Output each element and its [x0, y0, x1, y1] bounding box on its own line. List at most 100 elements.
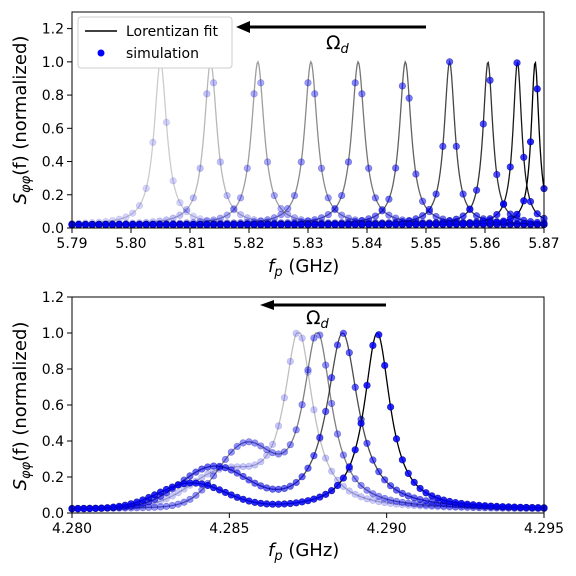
- series-1: [68, 329, 548, 513]
- simulation-point: [317, 221, 326, 229]
- lorentzian-fit-line: [71, 332, 545, 510]
- simulation-point: [333, 341, 342, 349]
- simulation-point: [410, 494, 418, 502]
- simulation-point: [310, 406, 318, 414]
- simulation-point: [168, 483, 176, 491]
- simulation-point: [338, 211, 346, 219]
- simulation-point: [269, 449, 277, 457]
- simulation-point: [257, 79, 265, 87]
- simulation-point: [520, 153, 528, 161]
- y-tick-label: 0.0: [42, 506, 64, 522]
- simulation-point: [169, 221, 177, 229]
- simulation-point: [446, 220, 454, 228]
- simulation-point: [251, 479, 259, 487]
- legend-dot-swatch: [97, 49, 105, 57]
- simulation-point: [439, 142, 447, 150]
- simulation-point: [274, 450, 283, 458]
- simulation-point: [387, 496, 395, 504]
- simulation-point: [88, 221, 96, 229]
- simulation-point: [311, 221, 319, 229]
- simulation-point: [292, 426, 300, 434]
- bottom-x-ticks: 4.280 4.285 4.290 4.295: [52, 513, 564, 537]
- simulation-point: [169, 177, 177, 185]
- simulation-point: [129, 221, 137, 229]
- series-10: [68, 60, 548, 229]
- simulation-point: [452, 142, 460, 150]
- simulation-point: [263, 445, 271, 454]
- y-tick-label: 0.4: [42, 155, 64, 171]
- simulation-point: [176, 221, 184, 229]
- y-tick-label: 0.8: [42, 362, 64, 378]
- simulation-point: [263, 484, 271, 492]
- simulation-point: [371, 212, 380, 220]
- simulation-point: [533, 210, 541, 218]
- simulation-point: [236, 211, 245, 219]
- simulation-point: [479, 120, 487, 128]
- simulation-point: [328, 487, 336, 495]
- y-tick-label: 0.6: [42, 398, 64, 414]
- x-tick-label: 4.290: [367, 521, 407, 537]
- simulation-point: [298, 498, 306, 506]
- top-legend: Lorentizan fit simulation: [77, 16, 233, 69]
- y-tick-label: 1.0: [42, 326, 64, 342]
- simulation-point: [416, 484, 424, 493]
- simulation-point: [398, 456, 407, 464]
- simulation-point: [351, 383, 359, 391]
- simulation-point: [419, 212, 427, 220]
- simulation-point: [304, 221, 312, 229]
- simulation-point: [345, 463, 353, 471]
- simulation-point: [506, 215, 514, 223]
- simulation-point: [176, 211, 184, 219]
- simulation-point: [298, 401, 306, 409]
- simulation-point: [410, 478, 418, 486]
- simulation-point: [392, 220, 400, 229]
- series-4: [68, 331, 548, 513]
- simulation-point: [357, 493, 365, 501]
- simulation-point: [351, 79, 359, 87]
- simulation-point: [369, 496, 377, 504]
- simulation-point: [257, 482, 265, 490]
- simulation-point: [257, 499, 265, 507]
- simulation-point: [333, 430, 342, 438]
- simulation-point: [328, 374, 336, 382]
- simulation-point: [328, 399, 336, 408]
- simulation-point: [210, 79, 218, 87]
- simulation-point: [204, 470, 212, 478]
- simulation-point: [344, 158, 353, 166]
- simulation-point: [322, 490, 330, 498]
- simulation-point: [257, 458, 265, 466]
- simulation-point: [493, 210, 501, 219]
- simulation-point: [162, 221, 170, 229]
- simulation-point: [486, 76, 494, 84]
- simulation-point: [331, 220, 339, 229]
- x-tick-label: 5.80: [115, 236, 146, 252]
- simulation-point: [339, 451, 348, 459]
- simulation-point: [91, 504, 100, 513]
- simulation-point: [121, 501, 129, 509]
- simulation-point: [122, 213, 130, 221]
- simulation-point: [239, 463, 247, 471]
- simulation-point: [513, 210, 521, 218]
- simulation-point: [345, 349, 353, 357]
- simulation-point: [304, 366, 312, 374]
- simulation-point: [451, 498, 460, 507]
- simulation-point: [472, 212, 481, 220]
- simulation-point: [233, 469, 241, 477]
- y-tick-label: 0.6: [42, 121, 64, 137]
- simulation-point: [277, 221, 285, 229]
- simulation-point: [250, 90, 258, 98]
- series-3: [68, 329, 548, 513]
- simulation-point: [189, 194, 197, 202]
- simulation-point: [371, 220, 380, 229]
- simulation-point: [251, 439, 259, 447]
- x-tick-label: 5.86: [469, 236, 500, 252]
- simulation-point: [192, 468, 200, 476]
- simulation-point: [203, 221, 211, 229]
- simulation-point: [493, 218, 501, 226]
- simulation-point: [392, 435, 401, 443]
- simulation-point: [196, 164, 204, 172]
- series-2: [68, 331, 548, 513]
- simulation-point: [297, 158, 305, 166]
- simulation-point: [233, 442, 241, 451]
- simulation-point: [338, 191, 346, 200]
